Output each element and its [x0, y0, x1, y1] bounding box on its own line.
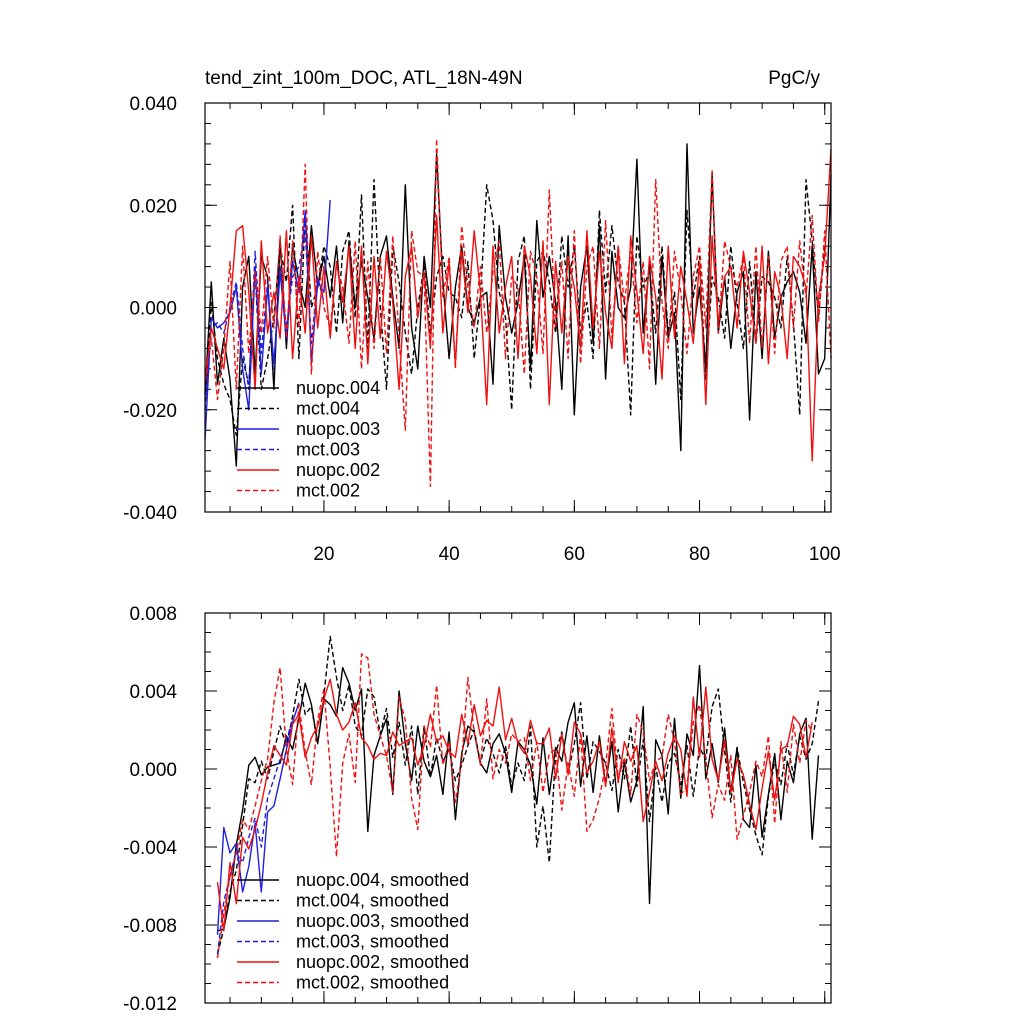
bottom-plot-frame [204, 612, 832, 1004]
bottom-series-mct-002-smoothed [216, 653, 813, 959]
chart-units: PgC/y [768, 68, 820, 89]
top-ytick-label: 0.000 [129, 299, 177, 320]
bottom-series-nuopc-003-smoothed [216, 702, 300, 935]
bottom-legend-label-mct-003-smoothed: mct.003, smoothed [296, 932, 449, 952]
top-legend-label-nuopc-004: nuopc.004 [296, 378, 380, 398]
top-xtick-label: 40 [439, 544, 460, 565]
top-legend-label-nuopc-003: nuopc.003 [296, 419, 380, 439]
bottom-legend-label-nuopc-003-smoothed: nuopc.003, smoothed [296, 911, 469, 931]
top-xtick-label: 100 [809, 544, 841, 565]
top-legend-label-mct-002: mct.002 [296, 481, 360, 501]
bottom-ytick-label: 0.000 [129, 760, 177, 781]
top-legend-label-nuopc-002: nuopc.002 [296, 460, 380, 480]
top-legend-label-mct-003: mct.003 [296, 440, 360, 460]
top-ytick-label: -0.040 [123, 503, 177, 524]
bottom-ytick-label: -0.004 [123, 838, 177, 859]
bottom-legend-label-nuopc-004-smoothed: nuopc.004, smoothed [296, 870, 469, 890]
top-xtick-label: 60 [564, 544, 585, 565]
bottom-ytick-label: 0.004 [129, 682, 177, 703]
bottom-series-group [216, 635, 820, 959]
top-series-group [204, 138, 832, 488]
bottom-legend-label-mct-002-smoothed: mct.002, smoothed [296, 973, 449, 993]
bottom-ytick-label: -0.008 [123, 916, 177, 937]
top-ytick-label: 0.040 [129, 94, 177, 115]
top-xtick-label: 20 [313, 544, 334, 565]
top-xtick-label: 80 [689, 544, 710, 565]
top-panel: tend_zint_100m_DOC, ATL_18N-49N PgC/y -0… [123, 68, 840, 565]
bottom-legend-label-nuopc-002-smoothed: nuopc.002, smoothed [296, 952, 469, 972]
bottom-axis-ticks: -0.012 -0.008 -0.004 0.000 0.004 0.008 [123, 604, 831, 1015]
top-ytick-label: -0.020 [123, 401, 177, 422]
top-plot-frame [204, 102, 832, 513]
bottom-panel: -0.012 -0.008 -0.004 0.000 0.004 0.008 nuopc.… [123, 604, 832, 1015]
top-series-nuopc-002 [204, 148, 832, 462]
bottom-ytick-label: -0.012 [123, 994, 177, 1015]
bottom-legend-label-mct-004-smoothed: mct.004, smoothed [296, 891, 449, 911]
bottom-series-nuopc-002-smoothed [216, 678, 813, 932]
top-legend-label-mct-004: mct.004 [296, 399, 360, 419]
top-series-mct-003 [204, 230, 325, 405]
chart-title: tend_zint_100m_DOC, ATL_18N-49N [205, 68, 523, 89]
top-legend: nuopc.004mct.004nuopc.003mct.003nuopc.00… [237, 378, 380, 501]
top-series-nuopc-004 [204, 143, 832, 467]
top-ytick-label: 0.020 [129, 196, 177, 217]
bottom-ytick-label: 0.008 [129, 604, 177, 625]
bottom-series-mct-004-smoothed [216, 635, 820, 955]
